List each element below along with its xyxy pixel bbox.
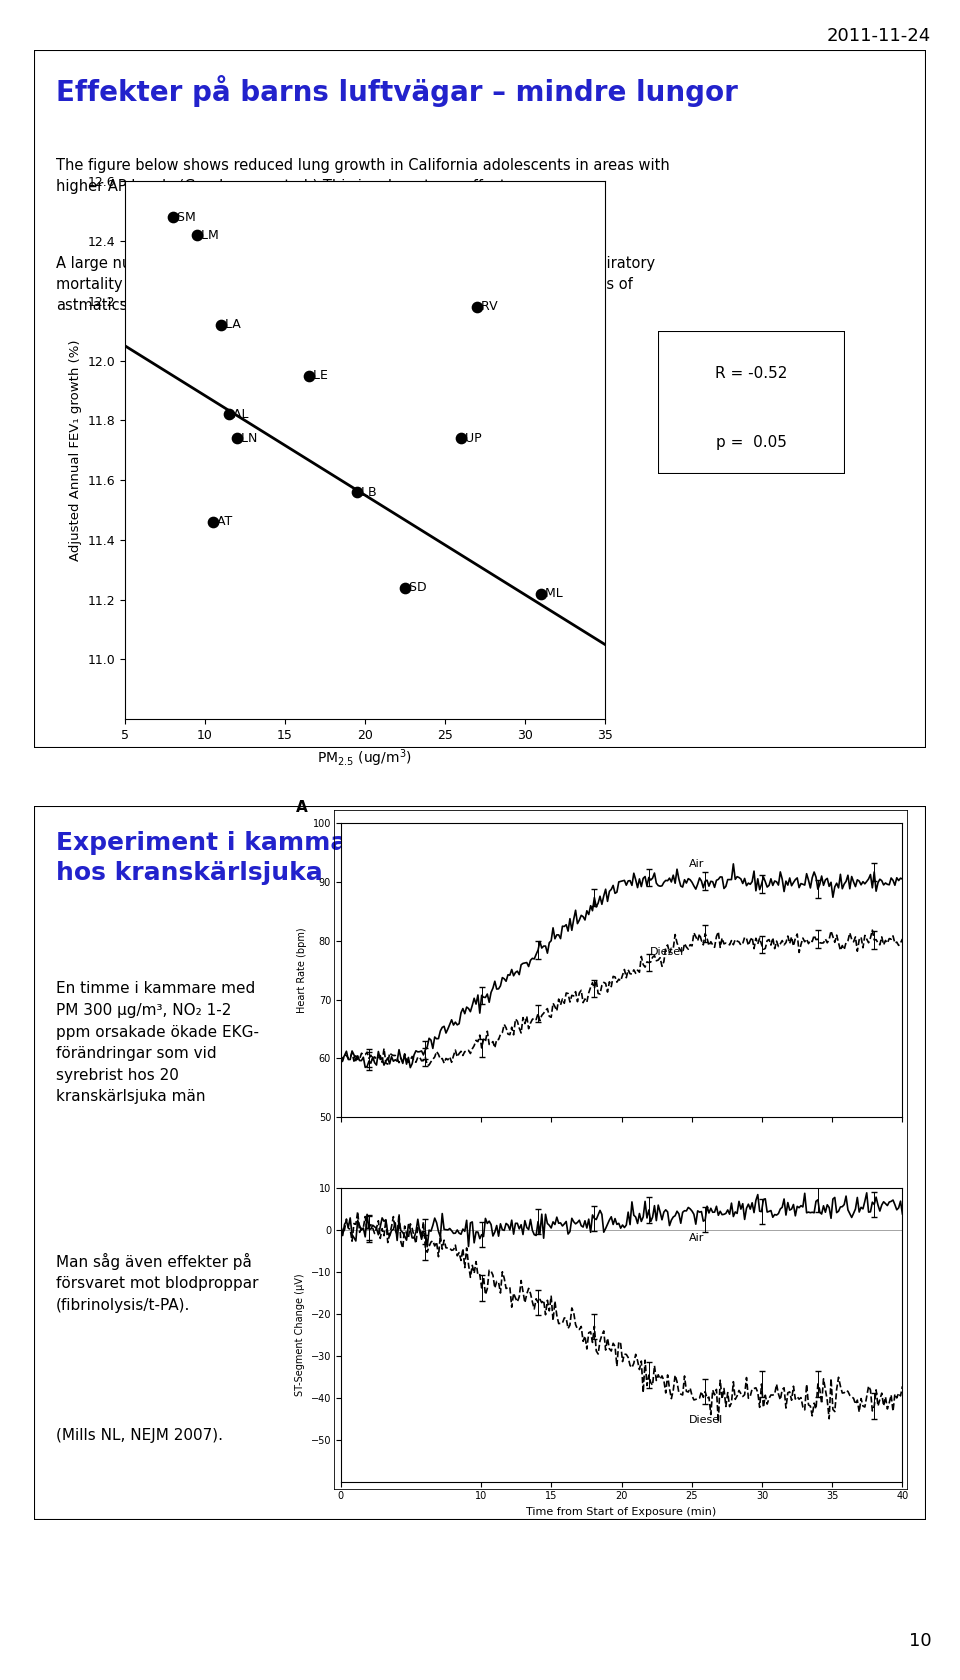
Text: LA: LA (221, 318, 241, 331)
Text: SM: SM (173, 210, 196, 223)
Text: Effekter på barns luftvägar – mindre lungor: Effekter på barns luftvägar – mindre lun… (56, 76, 738, 108)
Text: Diesel: Diesel (689, 1415, 723, 1425)
Text: LM: LM (197, 228, 219, 242)
Text: ML: ML (540, 586, 563, 600)
Text: SD: SD (405, 581, 426, 595)
Point (533, 580, 548, 606)
Point (229, 425, 245, 452)
Text: The figure below shows reduced lung growth in California adolescents in areas wi: The figure below shows reduced lung grow… (56, 158, 670, 195)
Point (469, 294, 485, 321)
Text: 2011-11-24: 2011-11-24 (827, 27, 931, 45)
Text: Man såg även effekter på
försvaret mot blodproppar
(fibrinolysis/t-PA).: Man såg även effekter på försvaret mot b… (56, 1253, 258, 1312)
Y-axis label: ST-Segment Change (μV): ST-Segment Change (μV) (295, 1273, 305, 1396)
Point (165, 203, 180, 230)
Text: R = -0.52: R = -0.52 (715, 366, 787, 381)
Text: LB: LB (357, 486, 376, 499)
FancyBboxPatch shape (34, 50, 926, 748)
FancyBboxPatch shape (658, 331, 845, 474)
Text: RV: RV (477, 301, 497, 314)
FancyBboxPatch shape (34, 806, 926, 1520)
Text: Air: Air (689, 858, 705, 869)
Point (397, 575, 413, 601)
Point (453, 425, 468, 452)
Point (205, 509, 221, 536)
Text: Diesel: Diesel (650, 948, 684, 958)
Text: AT: AT (213, 516, 232, 529)
Text: LN: LN (237, 432, 257, 445)
Text: LE: LE (309, 370, 327, 381)
Point (349, 479, 365, 506)
Text: A: A (296, 800, 307, 815)
Text: AL: AL (228, 408, 249, 422)
Text: En timme i kammare med
PM 300 µg/m³, NO₂ 1-2
ppm orsakade ökade EKG-
förändringa: En timme i kammare med PM 300 µg/m³, NO₂… (56, 981, 259, 1104)
Point (213, 311, 228, 338)
Y-axis label: Heart Rate (bpm): Heart Rate (bpm) (298, 927, 307, 1013)
Text: Air: Air (689, 1233, 705, 1243)
Point (221, 402, 236, 428)
X-axis label: PM$_{2.5}$ (ug/m$^3$): PM$_{2.5}$ (ug/m$^3$) (318, 748, 412, 769)
Text: (Mills NL, NEJM 2007).: (Mills NL, NEJM 2007). (56, 1428, 223, 1443)
Text: Experiment i kammare: dieselavgasexponering
hos kranskärlsjuka: Experiment i kammare: dieselavgasexponer… (56, 832, 722, 885)
Point (301, 363, 317, 390)
Text: UP: UP (461, 432, 481, 445)
Y-axis label: Adjusted Annual FEV₁ growth (%): Adjusted Annual FEV₁ growth (%) (69, 339, 82, 561)
Text: p =  0.05: p = 0.05 (716, 435, 786, 450)
Text: A large number of studies have shown effects of AP on daily counts of respirator: A large number of studies have shown eff… (56, 255, 655, 312)
Point (189, 222, 204, 249)
Text: 10: 10 (908, 1631, 931, 1650)
X-axis label: Time from Start of Exposure (min): Time from Start of Exposure (min) (526, 1507, 717, 1517)
